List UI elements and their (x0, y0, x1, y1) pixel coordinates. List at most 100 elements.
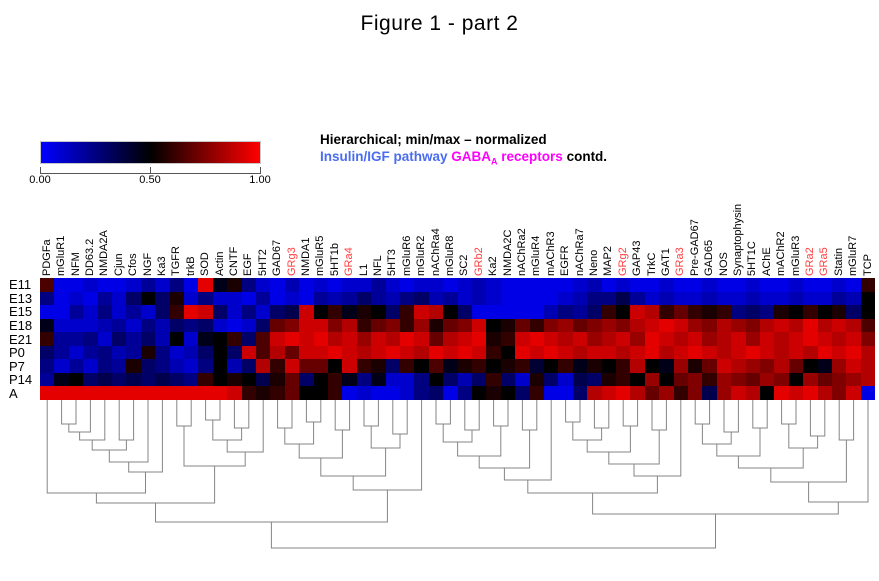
heatmap-cell (717, 305, 731, 319)
heatmap-cell (400, 305, 414, 319)
heatmap-cell (40, 319, 54, 332)
heatmap-cell (587, 319, 602, 332)
heatmap-cell (544, 373, 558, 386)
row-label: P7 (9, 359, 25, 374)
heatmap-cell (587, 292, 602, 305)
heatmap-cell (731, 386, 746, 400)
heatmap-cell (98, 346, 112, 359)
heatmap-cell (170, 305, 184, 319)
heatmap-cell (256, 305, 270, 319)
heatmap-cell (198, 332, 213, 346)
heatmap-cell (328, 346, 342, 359)
heatmap-cell (472, 319, 486, 332)
heatmap-cell (846, 292, 861, 305)
heatmap-cell (443, 359, 458, 373)
heatmap-cell (861, 332, 875, 346)
heatmap-cell (184, 346, 198, 359)
heatmap-cell (429, 359, 443, 373)
legend-line1: Hierarchical; min/max – normalized (320, 132, 547, 147)
heatmap-cell (414, 292, 429, 305)
heatmap-cell (818, 386, 832, 400)
heatmap-cell (832, 346, 846, 359)
heatmap-cell (69, 292, 83, 305)
heatmap-cell (616, 305, 630, 319)
row-label: E21 (9, 332, 33, 347)
heatmap-cell (155, 278, 170, 292)
heatmap-cell (126, 359, 141, 373)
heatmap-cell (242, 305, 256, 319)
column-label: AChE (760, 247, 773, 276)
heatmap-cell (213, 278, 227, 292)
heatmap-cell (645, 346, 659, 359)
heatmap-cell (501, 359, 515, 373)
heatmap-cell (242, 332, 256, 346)
heatmap-cell (184, 359, 198, 373)
heatmap-cell (803, 332, 818, 346)
heatmap-cell (530, 359, 544, 373)
heatmap-cell (832, 319, 846, 332)
heatmap (40, 278, 876, 400)
heatmap-cell (486, 359, 501, 373)
heatmap-cell (544, 386, 558, 400)
heatmap-cell (774, 346, 789, 359)
column-label: 5HT2 (256, 249, 269, 276)
heatmap-cell (141, 319, 155, 332)
row-label: E18 (9, 318, 33, 333)
heatmap-cell (54, 386, 69, 400)
heatmap-cell (702, 292, 717, 305)
heatmap-cell (112, 332, 126, 346)
heatmap-cell (587, 373, 602, 386)
heatmap-cell (530, 319, 544, 332)
heatmap-cell (688, 359, 702, 373)
column-label: SOD (199, 252, 212, 276)
heatmap-cell (746, 346, 760, 359)
heatmap-cell (357, 332, 371, 346)
heatmap-cell (299, 332, 314, 346)
heatmap-cell (227, 386, 242, 400)
column-label: mGluR7 (847, 235, 860, 276)
heatmap-cell (659, 292, 674, 305)
heatmap-cell (486, 373, 501, 386)
heatmap-cell (342, 373, 357, 386)
heatmap-cell (357, 359, 371, 373)
heatmap-cell (40, 332, 54, 346)
heatmap-cell (544, 359, 558, 373)
heatmap-cell (515, 359, 530, 373)
heatmap-cell (357, 346, 371, 359)
heatmap-cell (515, 319, 530, 332)
heatmap-cell (371, 292, 386, 305)
heatmap-cell (414, 373, 429, 386)
column-label: TCP (861, 254, 874, 276)
heatmap-cell (501, 386, 515, 400)
heatmap-cell (314, 278, 328, 292)
heatmap-cell (818, 278, 832, 292)
heatmap-cell (774, 278, 789, 292)
heatmap-cell (616, 292, 630, 305)
heatmap-cell (558, 373, 573, 386)
heatmap-cell (285, 386, 299, 400)
heatmap-cell (789, 373, 803, 386)
heatmap-cell (573, 319, 587, 332)
heatmap-cell (861, 386, 875, 400)
heatmap-cell (674, 278, 688, 292)
heatmap-cell (530, 278, 544, 292)
heatmap-cell (126, 332, 141, 346)
heatmap-cell (328, 386, 342, 400)
heatmap-cell (328, 332, 342, 346)
heatmap-cell (342, 346, 357, 359)
heatmap-cell (285, 305, 299, 319)
column-label: GRa4 (343, 247, 356, 276)
column-label: GRa2 (803, 247, 816, 276)
heatmap-cell (270, 292, 285, 305)
heatmap-cell (170, 278, 184, 292)
heatmap-cell (861, 346, 875, 359)
heatmap-cell (299, 319, 314, 332)
heatmap-cell (803, 278, 818, 292)
row-label: E11 (9, 277, 32, 292)
heatmap-cell (630, 332, 645, 346)
heatmap-cell (515, 332, 530, 346)
heatmap-cell (544, 332, 558, 346)
heatmap-cell (270, 386, 285, 400)
heatmap-cell (371, 305, 386, 319)
heatmap-cell (40, 346, 54, 359)
